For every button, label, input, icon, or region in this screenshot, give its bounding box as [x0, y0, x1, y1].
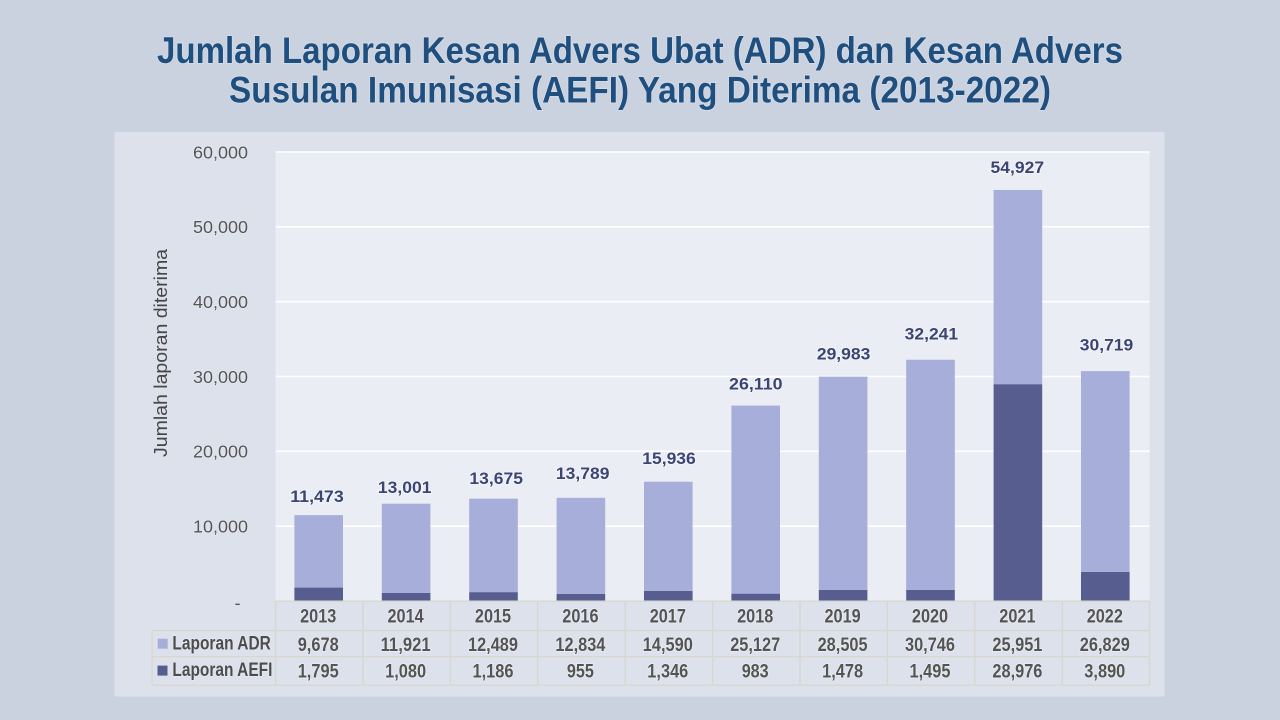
svg-text:2014: 2014 — [388, 605, 424, 627]
svg-text:Laporan AEFI: Laporan AEFI — [172, 660, 272, 681]
svg-text:30,000: 30,000 — [193, 367, 248, 387]
svg-text:11,921: 11,921 — [381, 634, 431, 656]
svg-text:13,789: 13,789 — [556, 465, 610, 483]
svg-text:14,590: 14,590 — [643, 634, 693, 656]
svg-text:29,983: 29,983 — [817, 346, 871, 364]
svg-text:50,000: 50,000 — [193, 217, 248, 237]
svg-text:54,927: 54,927 — [991, 159, 1045, 177]
svg-text:-: - — [235, 593, 241, 613]
svg-text:2019: 2019 — [825, 605, 861, 627]
svg-text:12,489: 12,489 — [468, 634, 518, 656]
svg-text:26,110: 26,110 — [729, 375, 783, 393]
svg-text:40,000: 40,000 — [193, 292, 248, 312]
svg-text:983: 983 — [742, 660, 769, 682]
svg-text:1,080: 1,080 — [385, 660, 426, 682]
svg-text:2020: 2020 — [912, 605, 948, 627]
svg-text:13,001: 13,001 — [378, 479, 432, 497]
svg-text:955: 955 — [567, 660, 594, 682]
svg-text:2013: 2013 — [300, 605, 336, 627]
svg-text:2018: 2018 — [737, 605, 773, 627]
svg-text:1,346: 1,346 — [647, 660, 688, 682]
svg-text:Jumlah laporan diterima: Jumlah laporan diterima — [151, 248, 171, 457]
svg-text:1,478: 1,478 — [822, 660, 863, 682]
svg-text:15,936: 15,936 — [642, 450, 696, 468]
svg-text:25,127: 25,127 — [730, 634, 780, 656]
svg-text:20,000: 20,000 — [193, 442, 248, 462]
svg-text:3,890: 3,890 — [1084, 660, 1125, 682]
svg-text:26,829: 26,829 — [1080, 634, 1130, 656]
svg-text:2022: 2022 — [1087, 605, 1123, 627]
svg-text:2021: 2021 — [999, 605, 1035, 627]
svg-text:11,473: 11,473 — [290, 488, 344, 506]
svg-text:10,000: 10,000 — [193, 517, 248, 537]
svg-text:2016: 2016 — [562, 605, 598, 627]
svg-text:12,834: 12,834 — [555, 634, 605, 656]
svg-text:9,678: 9,678 — [298, 634, 339, 656]
svg-text:28,976: 28,976 — [992, 660, 1042, 682]
svg-text:1,186: 1,186 — [473, 660, 514, 682]
svg-text:2017: 2017 — [650, 605, 686, 627]
svg-text:Susulan Imunisasi (AEFI) Yang: Susulan Imunisasi (AEFI) Yang Diterima (… — [229, 70, 1051, 111]
svg-text:Laporan ADR: Laporan ADR — [172, 634, 271, 655]
svg-text:25,951: 25,951 — [992, 634, 1042, 656]
svg-text:1,795: 1,795 — [298, 660, 339, 682]
svg-text:60,000: 60,000 — [193, 142, 248, 162]
svg-text:32,241: 32,241 — [905, 326, 959, 344]
svg-text:30,746: 30,746 — [905, 634, 955, 656]
svg-text:2015: 2015 — [475, 605, 511, 627]
svg-text:30,719: 30,719 — [1080, 336, 1134, 354]
svg-text:Jumlah Laporan Kesan Advers Ub: Jumlah Laporan Kesan Advers Ubat (ADR) d… — [157, 30, 1123, 71]
svg-text:28,505: 28,505 — [818, 634, 868, 656]
svg-text:1,495: 1,495 — [910, 660, 951, 682]
svg-text:13,675: 13,675 — [469, 470, 523, 488]
